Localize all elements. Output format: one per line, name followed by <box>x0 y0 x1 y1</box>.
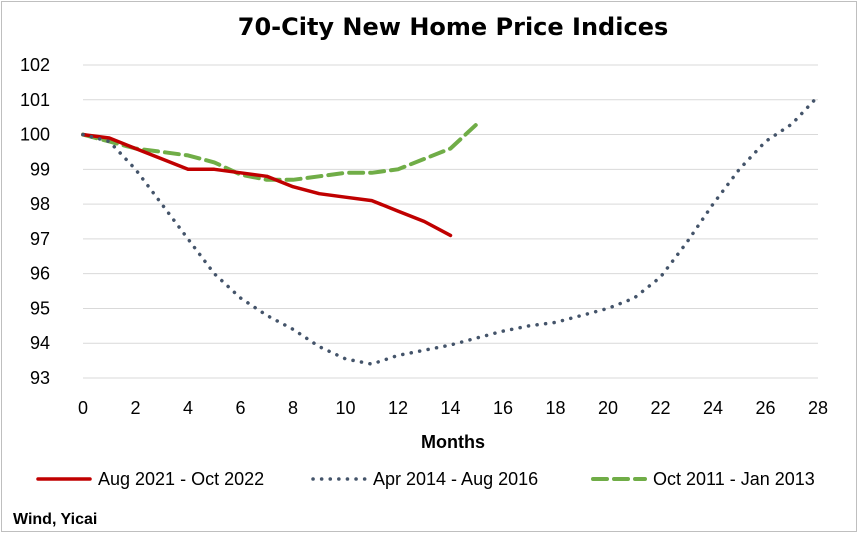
x-tick-label: 6 <box>235 398 245 418</box>
chart-title: 70-City New Home Price Indices <box>238 13 669 41</box>
x-tick-label: 20 <box>598 398 618 418</box>
x-tick-label: 4 <box>183 398 193 418</box>
x-tick-label: 16 <box>493 398 513 418</box>
y-tick-label: 94 <box>30 333 50 353</box>
x-tick-label: 10 <box>335 398 355 418</box>
y-tick-label: 100 <box>20 125 50 145</box>
y-tick-label: 101 <box>20 90 50 110</box>
x-tick-label: 0 <box>78 398 88 418</box>
y-tick-label: 102 <box>20 55 50 75</box>
source-note: Wind, Yicai <box>13 511 97 528</box>
x-tick-label: 22 <box>650 398 670 418</box>
gridlines <box>83 64 818 379</box>
x-axis-label: Months <box>421 432 485 452</box>
y-axis-ticks: 93 94 95 96 97 98 99 100 101 102 <box>20 55 50 388</box>
legend-label-2: Apr 2014 - Aug 2016 <box>373 469 538 489</box>
legend-label-1: Aug 2021 - Oct 2022 <box>98 469 264 489</box>
x-tick-label: 12 <box>388 398 408 418</box>
y-tick-label: 93 <box>30 368 50 388</box>
legend-label-3: Oct 2011 - Jan 2013 <box>653 469 815 489</box>
y-tick-label: 95 <box>30 298 50 318</box>
x-tick-label: 18 <box>545 398 565 418</box>
series-line-1 <box>81 132 453 238</box>
y-tick-label: 96 <box>30 264 50 284</box>
y-tick-label: 99 <box>30 159 50 179</box>
x-tick-label: 26 <box>755 398 775 418</box>
x-tick-label: 28 <box>808 398 828 418</box>
legend: Aug 2021 - Oct 2022 Apr 2014 - Aug 2016 Oc… <box>36 469 815 489</box>
x-tick-label: 8 <box>288 398 298 418</box>
y-tick-label: 98 <box>30 194 50 214</box>
x-axis-ticks: 0 2 4 6 8 10 12 14 16 18 20 22 24 26 28 <box>78 398 828 418</box>
x-tick-label: 2 <box>130 398 140 418</box>
y-tick-label: 97 <box>30 229 50 249</box>
series-line-2 <box>81 94 820 366</box>
x-tick-label: 14 <box>440 398 460 418</box>
series-lines <box>81 94 820 366</box>
x-tick-label: 24 <box>703 398 723 418</box>
